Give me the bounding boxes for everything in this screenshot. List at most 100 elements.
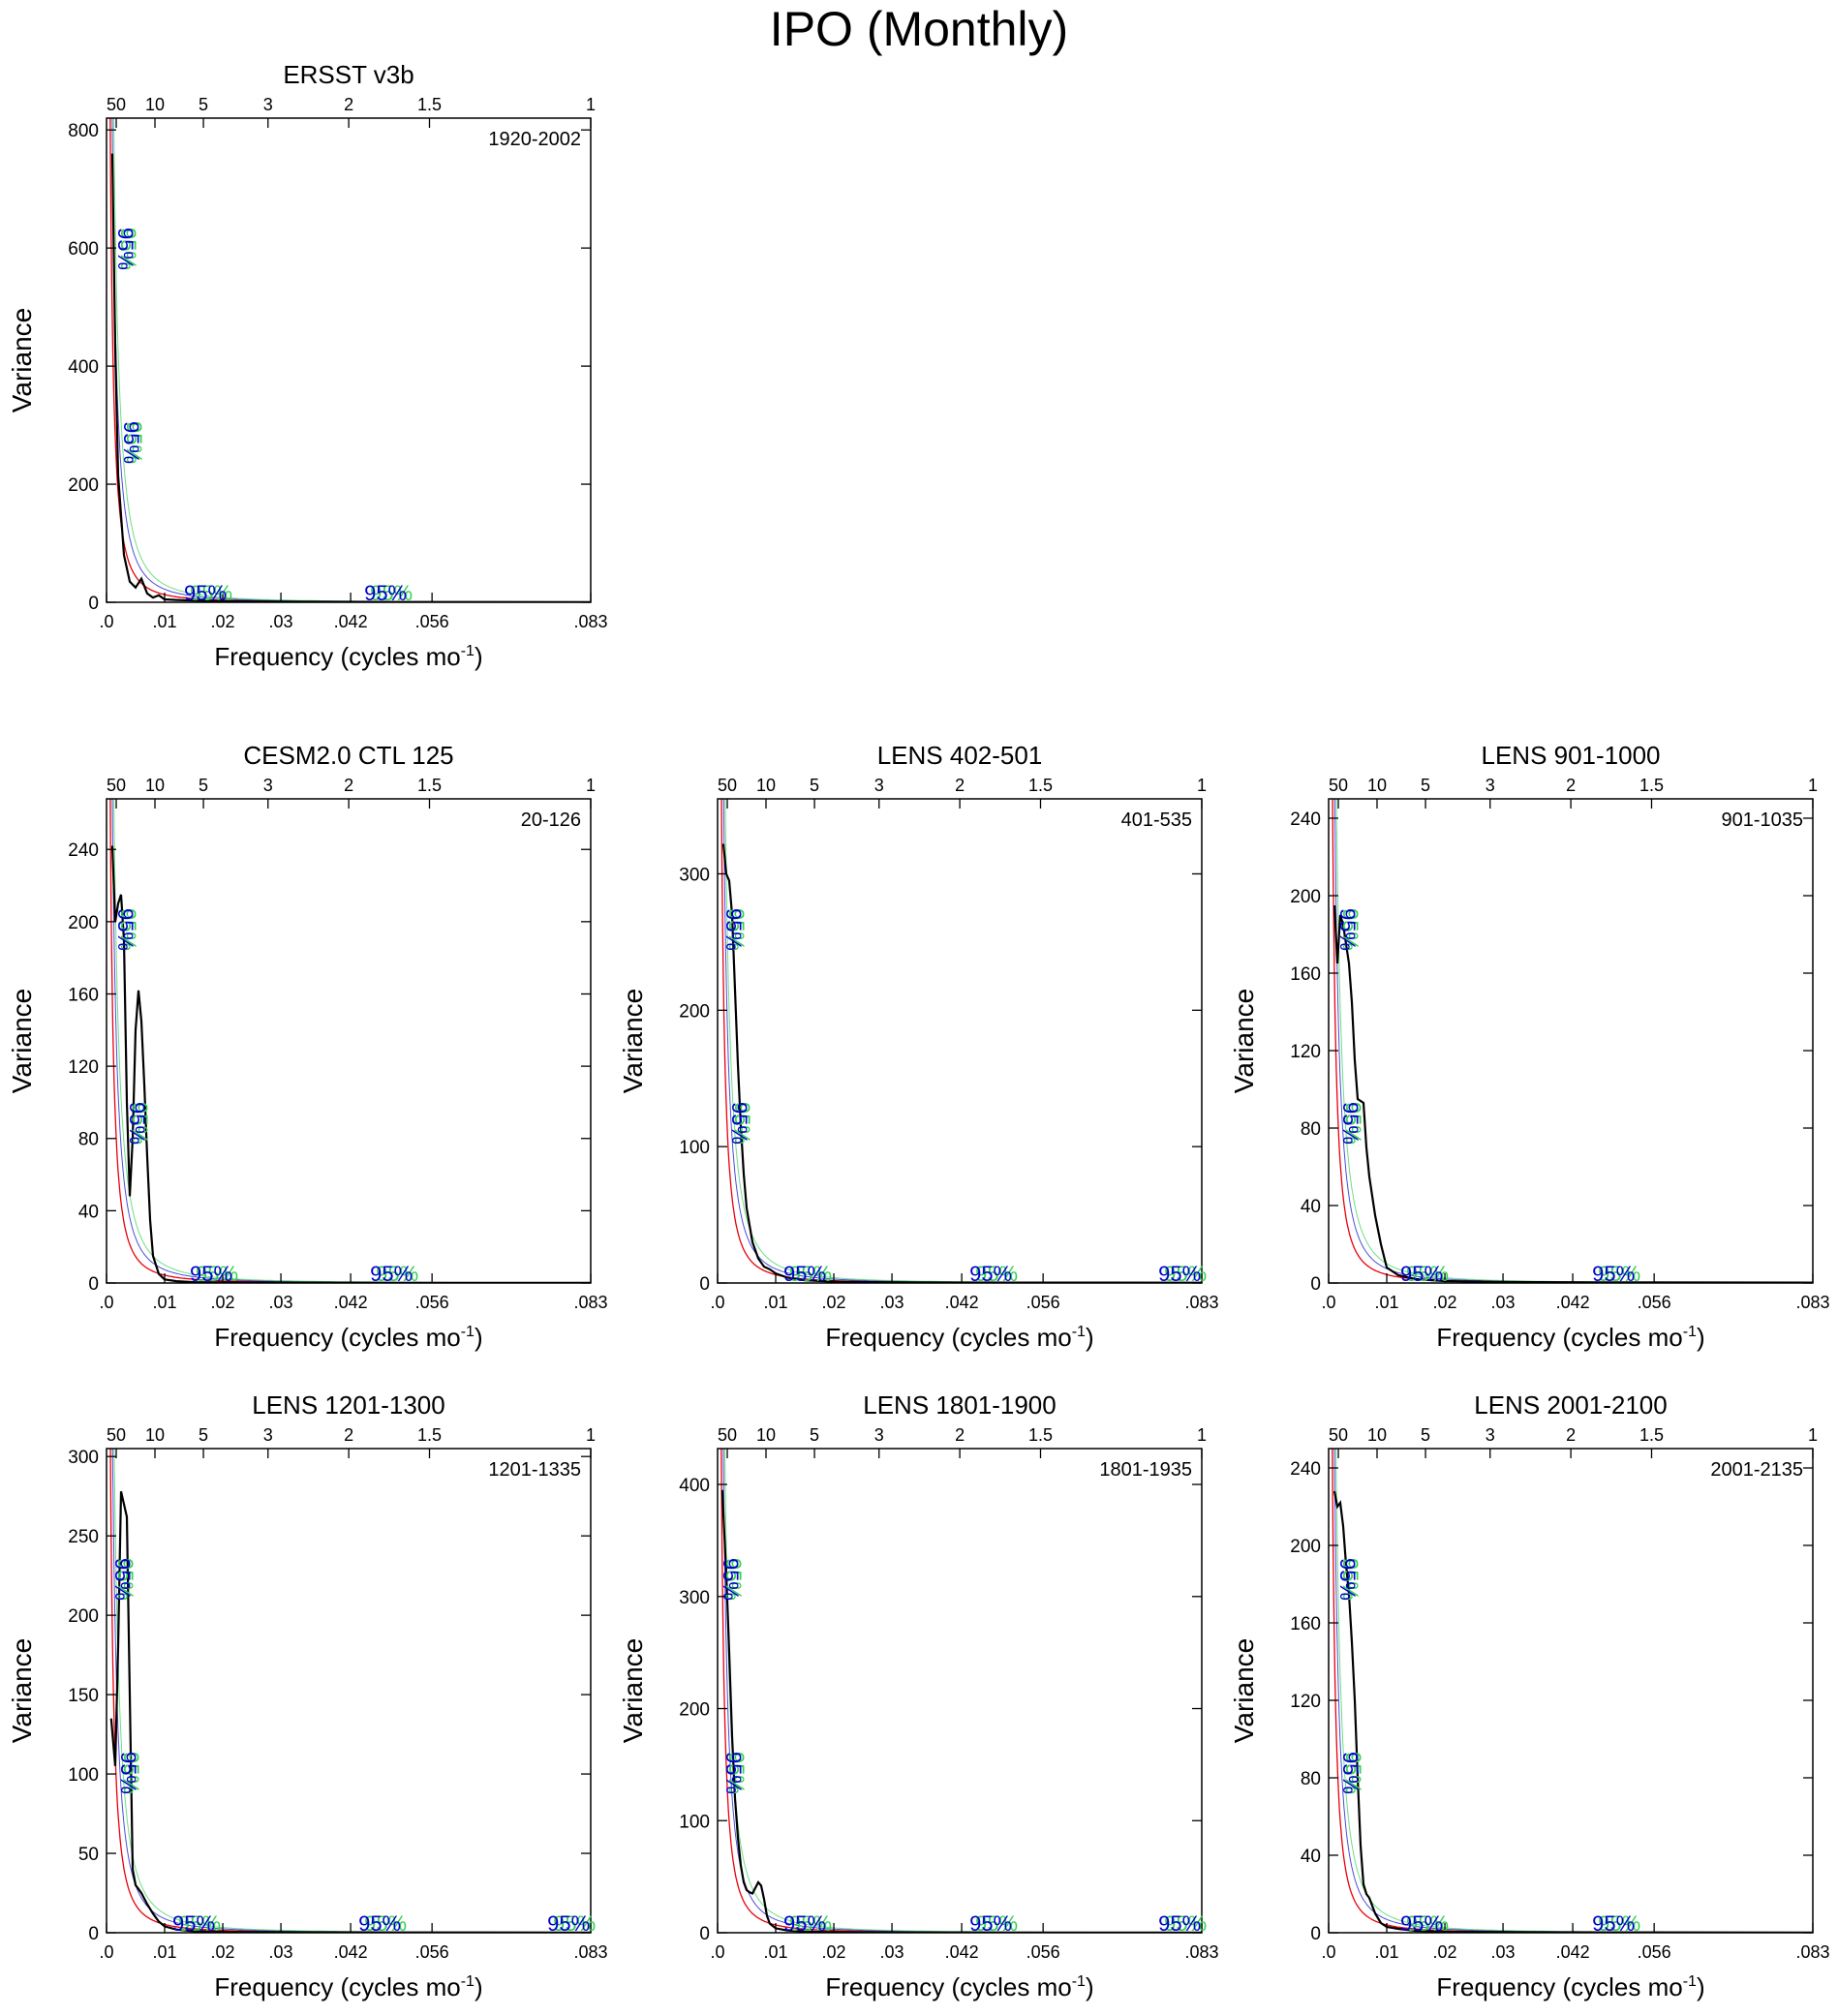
top-tick-label: 10 [145,1425,165,1445]
x-tick-label: .083 [573,612,607,631]
top-tick-label: 1.5 [417,776,442,795]
x-tick-label: .0 [99,612,113,631]
y-tick-label: 200 [1290,1537,1321,1557]
y-tick-label: 0 [699,1274,710,1295]
ci95-label: 95% [184,581,227,605]
y-tick-label: 100 [679,1138,710,1158]
y-tick-label: 80 [1301,1769,1321,1789]
top-tick-label: 2 [1566,776,1576,795]
x-tick-label: .02 [1433,1942,1457,1962]
top-tick-label: 10 [756,776,776,795]
x-tick-label: .056 [415,612,449,631]
x-tick-label: .042 [334,612,368,631]
y-tick-label: 600 [68,239,99,260]
y-tick-label: 160 [1290,964,1321,985]
ci99-label: 95% [1341,1102,1365,1145]
top-tick-label: 3 [1486,776,1495,795]
ci99-label: 95% [116,908,140,951]
ci95-label: 95% [1400,1262,1443,1286]
top-tick-label: 1.5 [1028,776,1053,795]
y-tick-label: 240 [1290,809,1321,830]
ci95-label: 95% [190,1262,232,1286]
ci95-label: 95% [1335,1558,1360,1601]
ci99-label: 95% [1341,1752,1365,1794]
top-tick-label: 1 [1808,1425,1818,1445]
ci95-label: 95% [1335,908,1360,951]
y-tick-label: 40 [1301,1847,1321,1867]
chart-panel-7: LENS 2001-2100 2001-2135 .0 .01 .02 .03 .042 .0… [1229,1390,1830,2001]
ci99-label: 95% [721,1558,746,1601]
x-tick-label: .056 [1638,1293,1671,1312]
y-axis-label: Variance [7,1638,37,1743]
x-tick-label: .042 [334,1942,368,1962]
x-tick-label: .02 [822,1293,846,1312]
y-tick-label: 120 [68,1057,99,1078]
y-tick-label: 400 [68,357,99,378]
spectrum-line [720,1489,1202,1933]
top-tick-label: 50 [107,95,126,114]
period-label: 401-535 [1121,809,1192,831]
ci95-label: 95% [370,1262,413,1286]
x-axis-label: Frequency (cycles mo-1) [825,1323,1093,1352]
x-tick-label: .0 [99,1293,113,1312]
x-tick-label: .0 [99,1942,113,1962]
top-tick-label: 1.5 [417,95,442,114]
y-tick-label: 300 [68,1448,99,1468]
ci99-label: 95% [1598,1911,1640,1936]
plot-frame [1328,1448,1814,1934]
panel-title: ERSST v3b [283,60,414,89]
top-tick-label: 3 [1486,1425,1495,1445]
y-tick-label: 300 [679,865,710,885]
x-tick-label: .083 [573,1293,607,1312]
y-tick-label: 0 [88,594,99,614]
top-tick-label: 10 [1367,1425,1387,1445]
y-tick-label: 0 [1310,1274,1321,1295]
period-label: 1801-1935 [1099,1459,1192,1481]
x-tick-label: .02 [1433,1293,1457,1312]
ci95-label: 95% [719,1558,743,1601]
x-tick-label: .03 [1491,1293,1516,1312]
chart-panel-5: LENS 1201-1300 1201-1335 .0 .01 .02 .03 .042 .0… [7,1390,608,2001]
ci99-label: 95% [364,1911,407,1936]
spectrum-line [721,843,1202,1283]
y-tick-label: 0 [699,1924,710,1944]
chart-panel-3: LENS 402-501 401-535 .0 .01 .02 .03 .042 .056 .0… [618,741,1219,1352]
y-tick-label: 80 [1301,1119,1321,1140]
y-axis-label: Variance [1229,989,1259,1093]
x-tick-label: .01 [764,1942,788,1962]
ci95-label: 95% [116,1752,140,1794]
ci99-label: 95% [975,1911,1018,1936]
top-tick-label: 5 [199,776,208,795]
y-tick-label: 100 [68,1765,99,1786]
top-tick-label: 2 [344,776,353,795]
x-tick-label: .056 [415,1942,449,1962]
ci99-label: 95% [370,581,413,605]
period-label: 901-1035 [1721,809,1803,831]
top-tick-label: 1 [586,776,596,795]
x-tick-label: .042 [334,1293,368,1312]
top-tick-label: 50 [1329,1425,1348,1445]
x-axis-label: Frequency (cycles mo-1) [825,1972,1093,2001]
y-tick-label: 200 [1290,887,1321,907]
ci99-label: 95% [190,581,232,605]
x-tick-label: .083 [573,1942,607,1962]
top-tick-label: 5 [1421,1425,1430,1445]
x-tick-label: .03 [880,1293,904,1312]
top-tick-label: 1.5 [417,1425,442,1445]
top-tick-label: 2 [344,95,353,114]
x-tick-label: .01 [153,1293,177,1312]
x-tick-label: .02 [822,1942,846,1962]
ci95-label: 95% [113,228,138,270]
y-tick-label: 250 [68,1527,99,1547]
chart-panel-4: LENS 901-1000 901-1035 .0 .01 .02 .03 .042 .056… [1229,741,1830,1352]
top-tick-label: 2 [955,776,965,795]
y-tick-label: 300 [679,1588,710,1608]
top-tick-label: 10 [145,95,165,114]
ci95-label: 95% [969,1911,1012,1936]
top-tick-label: 1 [586,1425,596,1445]
ci95-label: 95% [125,1102,149,1145]
x-tick-label: .056 [1026,1293,1060,1312]
y-axis-label: Variance [7,308,37,412]
y-tick-label: 160 [68,985,99,1005]
x-tick-label: .083 [1184,1293,1218,1312]
